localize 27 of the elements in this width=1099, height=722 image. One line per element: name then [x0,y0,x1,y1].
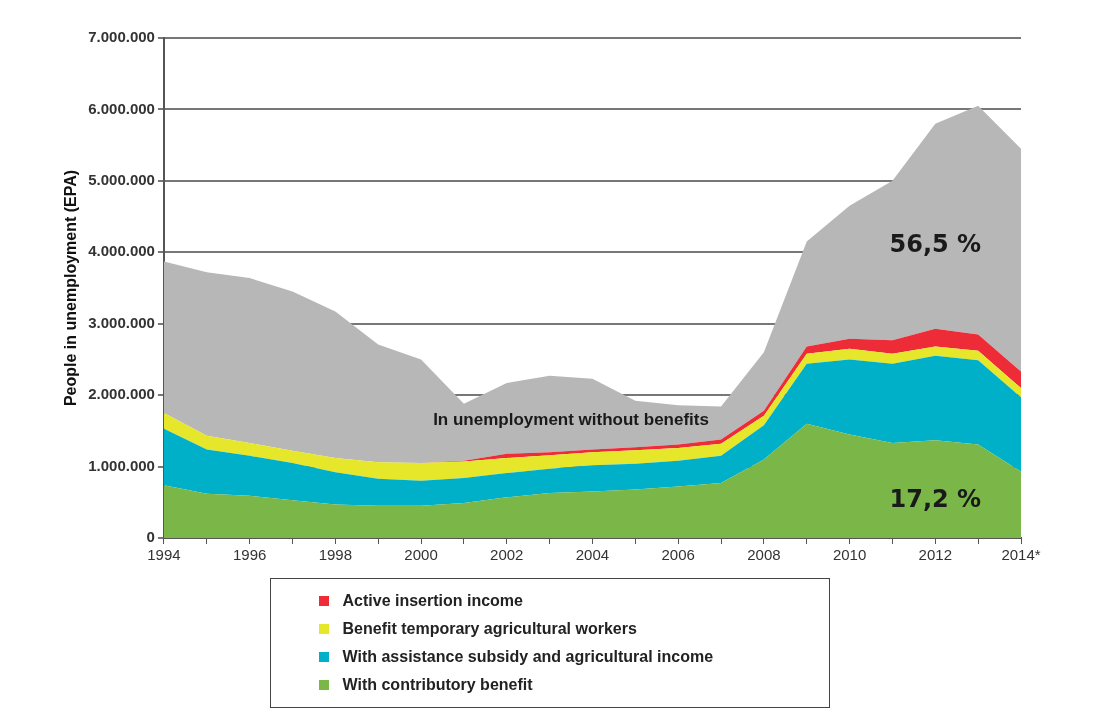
y-tick-label: 7.000.000 [88,28,155,46]
x-tick-label: 1994 [147,546,181,564]
x-tick-label: 2006 [661,546,695,564]
x-tick-label: 2010 [832,546,867,564]
y-tick-label: 6.000.000 [88,99,155,117]
x-tick-label: 1998 [318,546,353,564]
x-tick-label: 1996 [232,546,267,564]
y-tick-label: 1.000.000 [88,456,155,474]
x-tick-label: 2014* [1001,546,1041,564]
legend-label: With assistance subsidy and agricultural income [342,648,714,666]
annotation: 17,2 % [889,484,982,513]
x-tick-label: 2012 [918,546,952,564]
x-tick-label: 2000 [404,546,438,564]
y-axis-title: People in unemployment (EPA) [62,169,80,407]
annotation: In unemployment without benefits [433,410,709,430]
y-tick-label: 3.000.000 [88,313,155,331]
y-tick-label: 5.000.000 [88,171,155,188]
legend-label: With contributory benefit [342,676,533,694]
x-tick-label: 2002 [490,546,524,564]
legend-label: Active insertion income [342,592,523,610]
y-tick-label: 0 [146,528,155,546]
y-tick-label: 2.000.000 [88,385,155,403]
annotation: 56,5 % [889,229,982,258]
x-tick-label: 2008 [747,546,781,564]
y-tick-label: 4.000.000 [88,242,155,260]
legend-label: Benefit temporary agricultural workers [342,620,637,638]
x-tick-label: 2004 [575,546,610,564]
